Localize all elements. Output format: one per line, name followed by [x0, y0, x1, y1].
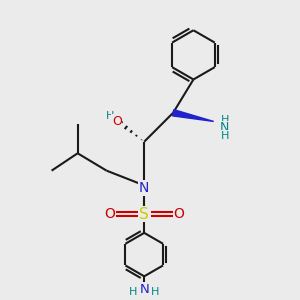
- Text: S: S: [139, 207, 149, 222]
- Text: N: N: [139, 283, 149, 296]
- Text: N: N: [220, 121, 230, 134]
- Text: H: H: [220, 130, 229, 141]
- Text: H: H: [106, 111, 114, 121]
- Text: O: O: [112, 115, 122, 128]
- Text: N: N: [139, 181, 149, 195]
- Text: H: H: [151, 287, 159, 297]
- Text: O: O: [104, 207, 115, 221]
- Text: H: H: [129, 287, 137, 297]
- Text: O: O: [173, 207, 184, 221]
- Text: H: H: [220, 115, 229, 125]
- Polygon shape: [172, 110, 214, 122]
